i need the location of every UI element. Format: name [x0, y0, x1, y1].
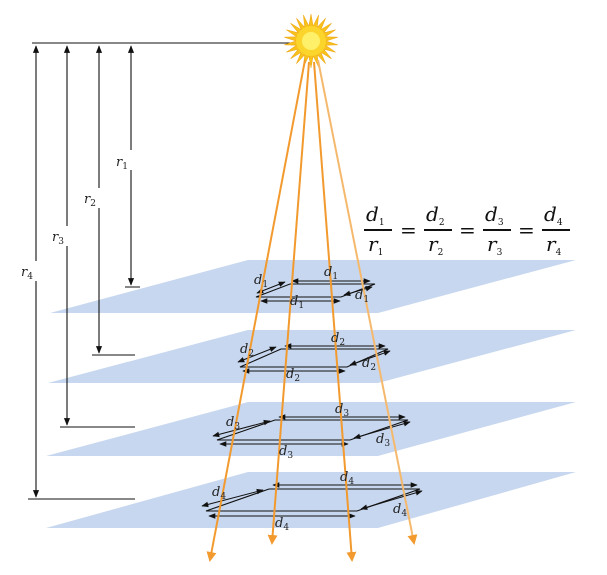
svg-text:d3: d3 — [485, 202, 504, 228]
d4-top: d4 — [340, 470, 354, 487]
d2-left: d2 — [240, 342, 254, 359]
svg-text:d2: d2 — [426, 202, 445, 228]
square-dimension-arrows — [201, 278, 423, 519]
svg-text:r1: r1 — [368, 232, 383, 258]
plane-4 — [46, 472, 576, 528]
svg-text:r4: r4 — [546, 232, 562, 258]
r1-label: r1 — [116, 155, 128, 172]
ray-1 — [206, 59, 306, 562]
d2-right: d2 — [362, 356, 376, 373]
svg-text:d1: d1 — [366, 202, 385, 228]
d4-right: d4 — [393, 502, 407, 519]
d4-left: d4 — [212, 485, 226, 502]
distance-arrows — [32, 45, 135, 498]
d1-bottom: d1 — [290, 294, 304, 311]
d3-right: d3 — [376, 432, 390, 449]
plane-3 — [46, 402, 576, 456]
d-labels: d1 d1 d1 d1 d2 d2 d2 d2 d3 d3 d3 d3 d4 d… — [212, 265, 407, 533]
ray-2 — [267, 61, 310, 545]
plane-1 — [50, 260, 576, 313]
svg-text:r3: r3 — [487, 232, 503, 258]
fraction-2: d2 r2 — [424, 202, 452, 258]
ray-3 — [313, 61, 357, 562]
fraction-1: d1 r1 — [364, 202, 392, 258]
ray-4 — [317, 59, 418, 545]
equals-1: = — [400, 218, 417, 242]
svg-text:r2: r2 — [428, 232, 443, 258]
svg-text:d4: d4 — [544, 202, 563, 228]
d1-right: d1 — [355, 288, 369, 305]
ratio-equation: d1 r1 = d2 r2 = d3 r3 = d4 r4 — [364, 202, 570, 258]
r2-label: r2 — [84, 192, 96, 209]
fraction-4: d4 r4 — [542, 202, 570, 258]
d2-top: d2 — [331, 331, 345, 348]
d2-bottom: d2 — [286, 367, 300, 384]
d3-bottom: d3 — [279, 444, 293, 461]
d1-top: d1 — [324, 265, 338, 282]
plane-2 — [48, 330, 576, 383]
r4-label: r4 — [21, 265, 33, 282]
d3-top: d3 — [335, 402, 349, 419]
sun-icon — [284, 13, 338, 69]
distance-guides — [28, 42, 290, 500]
light-rays — [206, 59, 418, 562]
d1-left: d1 — [254, 273, 268, 290]
equals-2: = — [459, 218, 476, 242]
r3-label: r3 — [52, 230, 64, 247]
d4-bottom: d4 — [275, 516, 289, 533]
equals-3: = — [518, 218, 535, 242]
fraction-3: d3 r3 — [483, 202, 511, 258]
d3-left: d3 — [226, 415, 240, 432]
